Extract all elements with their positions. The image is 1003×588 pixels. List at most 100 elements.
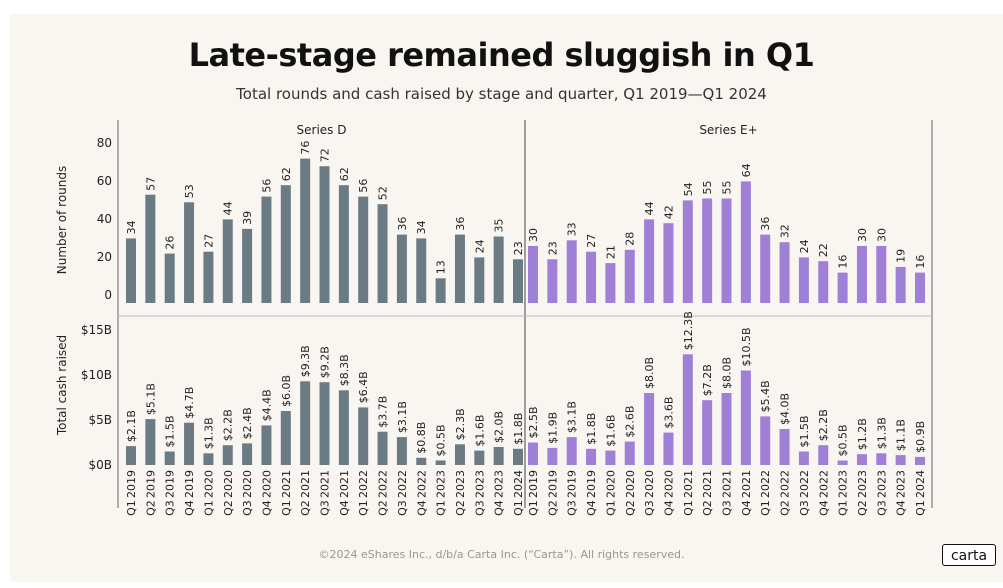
data-label-cash: $1.5B (164, 415, 177, 447)
data-label-cash: $1.1B (895, 419, 908, 451)
bar-rounds (242, 228, 253, 303)
data-label-cash: $0.5B (435, 424, 448, 456)
bar-rounds (416, 238, 427, 303)
x-tick-label: Q1 2021 (682, 470, 695, 516)
bar-cash (779, 429, 790, 465)
x-tick-label: Q1 2022 (759, 470, 772, 516)
bar-rounds (605, 263, 616, 303)
bar-cash (740, 370, 751, 465)
chart-card (10, 14, 1003, 582)
x-tick-label: Q2 2022 (377, 470, 390, 516)
data-label-cash: $1.6B (473, 415, 486, 447)
bar-cash (164, 451, 175, 465)
data-label-rounds: 34 (125, 220, 138, 234)
bar-rounds (818, 261, 829, 303)
bar-rounds (798, 257, 809, 303)
bar-rounds (760, 234, 771, 303)
x-tick-label: Q1 2022 (357, 470, 370, 516)
bar-cash (856, 454, 867, 465)
data-label-rounds: 44 (643, 201, 656, 215)
data-label-rounds: 76 (299, 141, 312, 155)
x-tick-label: Q3 2021 (721, 470, 734, 516)
data-label-cash: $2.5B (527, 406, 540, 438)
panel-label-series-e: Series E+ (699, 123, 757, 137)
bar-rounds (184, 202, 195, 303)
bar-rounds (644, 219, 655, 303)
y-tick-label-rounds: 80 (97, 136, 112, 150)
data-label-cash: $2.0B (493, 411, 506, 443)
bar-cash (644, 393, 655, 465)
bar-cash (818, 445, 829, 465)
bar-rounds (895, 266, 906, 303)
x-tick-label: Q3 2019 (566, 470, 579, 516)
bar-rounds (586, 251, 597, 303)
x-tick-label: Q2 2023 (454, 470, 467, 516)
y-tick-label-rounds: 20 (97, 250, 112, 264)
bar-rounds (547, 259, 558, 303)
y-tick-label-cash: $5B (88, 413, 112, 427)
y-tick-label-rounds: 0 (104, 288, 112, 302)
x-tick-label: Q1 2020 (604, 470, 617, 516)
bar-cash (300, 381, 311, 465)
data-label-rounds: 36 (759, 217, 772, 231)
y-tick-label-rounds: 40 (97, 212, 112, 226)
x-tick-label: Q3 2020 (241, 470, 254, 516)
bar-cash (513, 448, 523, 465)
bar-cash (261, 425, 272, 465)
copyright-footer: ©2024 eShares Inc., d/b/a Carta Inc. (“C… (318, 548, 685, 561)
bar-cash (338, 390, 349, 465)
bar-cash (145, 419, 156, 465)
bar-cash (396, 437, 407, 465)
data-label-rounds: 30 (527, 228, 540, 242)
bar-cash (493, 447, 504, 465)
x-tick-label: Q3 2022 (798, 470, 811, 516)
data-label-cash: $2.2B (222, 409, 235, 441)
data-label-rounds: 55 (721, 181, 734, 195)
data-label-cash: $0.8B (415, 422, 428, 454)
bar-rounds (779, 242, 790, 303)
x-tick-label: Q2 2022 (779, 470, 792, 516)
bar-rounds (222, 219, 233, 303)
x-tick-label: Q4 2022 (817, 470, 830, 516)
bar-rounds (624, 249, 635, 303)
data-label-cash: $3.1B (566, 401, 579, 433)
bar-rounds (915, 272, 925, 303)
bar-rounds (300, 158, 311, 303)
data-label-cash: $12.3B (682, 311, 695, 350)
bar-cash (547, 447, 558, 465)
bar-cash (624, 441, 635, 465)
data-label-cash: $2.4B (241, 407, 254, 439)
data-label-rounds: 27 (585, 234, 598, 248)
bar-rounds (493, 236, 504, 303)
data-label-cash: $7.2B (701, 364, 714, 396)
bar-cash (837, 460, 848, 465)
data-label-rounds: 33 (566, 222, 579, 236)
x-tick-label: Q3 2022 (396, 470, 409, 516)
bar-cash (586, 448, 597, 465)
bar-cash (528, 442, 538, 465)
bar-rounds (203, 251, 214, 303)
bar-rounds (261, 196, 272, 303)
data-label-rounds: 13 (435, 260, 448, 274)
data-label-rounds: 24 (473, 239, 486, 253)
x-tick-label: Q4 2022 (415, 470, 428, 516)
bar-rounds (396, 234, 407, 303)
data-label-rounds: 19 (895, 249, 908, 263)
data-label-cash: $3.1B (396, 401, 409, 433)
data-label-rounds: 72 (319, 148, 332, 162)
bar-cash (454, 444, 465, 465)
bar-cash (702, 400, 713, 465)
data-label-cash: $1.8B (512, 413, 525, 445)
data-label-rounds: 28 (624, 232, 637, 246)
bar-cash (895, 455, 906, 465)
bar-rounds (126, 238, 136, 303)
bar-rounds (319, 166, 330, 303)
data-label-cash: $0.5B (837, 424, 850, 456)
data-label-cash: $0.9B (914, 421, 927, 453)
bar-rounds (682, 200, 693, 303)
chart-title: Late-stage remained sluggish in Q1 (188, 36, 815, 74)
data-label-rounds: 57 (144, 177, 157, 191)
data-label-rounds: 42 (662, 205, 675, 219)
bar-rounds (145, 194, 156, 303)
data-label-rounds: 64 (740, 163, 753, 177)
